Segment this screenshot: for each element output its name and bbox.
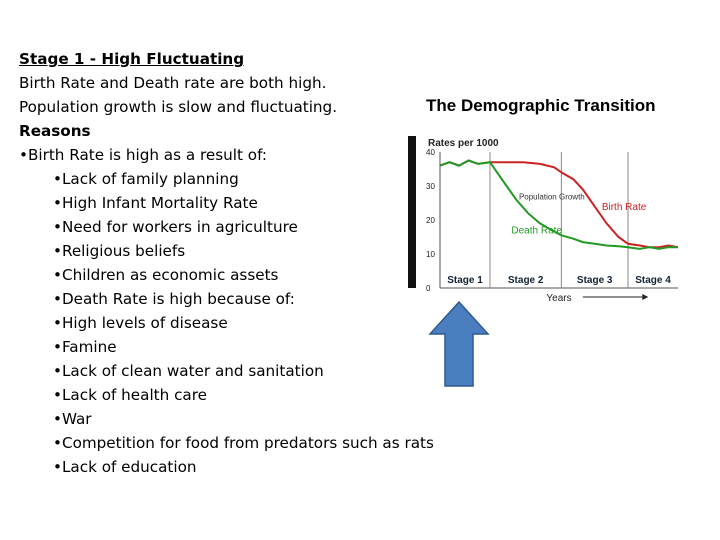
- x-axis-label: Years: [546, 293, 571, 304]
- death-reason-item: •Lack of clean water and sanitation: [53, 362, 324, 380]
- birth-reason-item: •Lack of family planning: [53, 170, 239, 188]
- stage-label: Stage 1: [447, 275, 483, 286]
- series-line: [439, 159, 678, 250]
- x-axis-arrow-head: [642, 294, 649, 300]
- y-tick-label: 10: [426, 250, 435, 259]
- series-label-death-rate: Death Rate: [511, 226, 562, 237]
- birth-reason-item: •Religious beliefs: [53, 242, 186, 260]
- death-reason-item: •High levels of disease: [53, 314, 228, 332]
- annotation-population-growth: Population Growth: [519, 193, 585, 202]
- up-arrow-shape: [428, 300, 490, 387]
- death-reason-item: •War: [53, 410, 92, 428]
- series-label-birth-rate: Birth Rate: [602, 202, 647, 213]
- y-tick-label: 0: [426, 284, 431, 293]
- death-reason-item: •Competition for food from predators suc…: [53, 434, 434, 452]
- text-body: Stage 1 - High Fluctuating Birth Rate an…: [19, 47, 439, 479]
- stage-label: Stage 4: [635, 275, 671, 286]
- death-reason-item: •Famine: [53, 338, 117, 356]
- demographic-transition-chart: Rates per 1000 0 10 20 30 40 Stage 1 Stage 2 Sta…: [406, 130, 688, 310]
- stage-heading: Stage 1 - High Fluctuating: [19, 50, 245, 68]
- y-tick-label: 30: [426, 182, 435, 191]
- chart-svg: Rates per 1000 0 10 20 30 40 Stage 1 Stage 2 Sta…: [408, 136, 679, 304]
- up-arrow-icon: [428, 300, 490, 387]
- birth-reason-item: •Children as economic assets: [53, 266, 279, 284]
- death-reason-item: •Lack of health care: [53, 386, 207, 404]
- y-axis-label: Rates per 1000: [428, 138, 499, 149]
- y-tick-label: 20: [426, 216, 435, 225]
- birth-reason-item: •High Infant Mortality Rate: [53, 194, 258, 212]
- birth-reason-item: •Need for workers in agriculture: [53, 218, 298, 236]
- chart-frame-left-bar: [408, 136, 416, 288]
- reasons-heading: Reasons: [19, 122, 91, 140]
- birth-rate-intro: •Birth Rate is high as a result of:: [19, 146, 267, 164]
- death-rate-intro: •Death Rate is high because of:: [53, 290, 295, 308]
- summary-line-2: Population growth is slow and fluctuatin…: [19, 98, 338, 116]
- figure-title: The Demographic Transition: [426, 96, 656, 115]
- stage-label: Stage 3: [577, 275, 613, 286]
- y-tick-label: 40: [426, 148, 435, 157]
- death-reason-item: •Lack of education: [53, 458, 197, 476]
- summary-line-1: Birth Rate and Death rate are both high.: [19, 74, 327, 92]
- stage-label: Stage 2: [508, 275, 544, 286]
